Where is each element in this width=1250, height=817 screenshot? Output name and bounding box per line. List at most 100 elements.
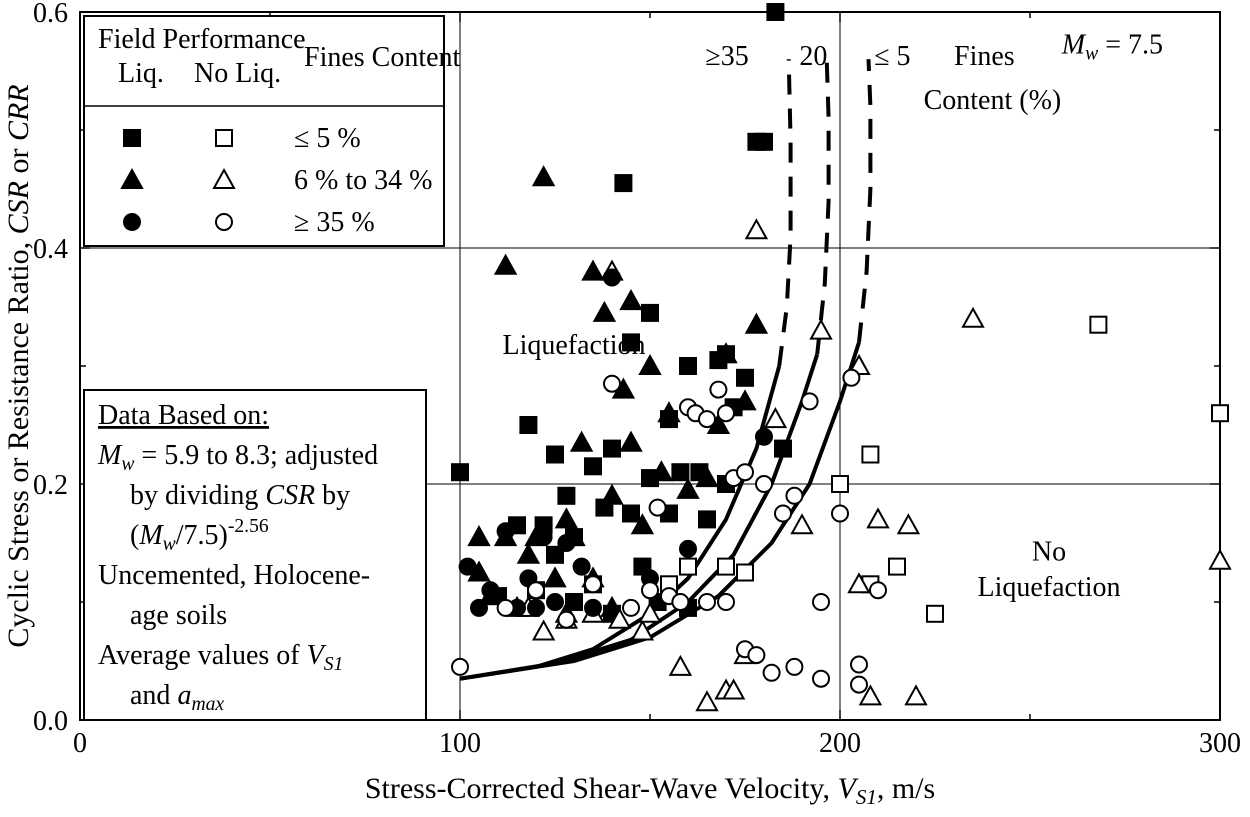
data-point-circle (699, 411, 715, 427)
data-note-line: Uncemented, Holocene- (98, 560, 370, 591)
xtick-label: 200 (819, 728, 861, 759)
legend-col-fines: Fines Content (304, 42, 461, 73)
data-point-triangle (906, 686, 926, 704)
data-point-square (680, 559, 696, 575)
curve-label-35: ≥35 (705, 41, 748, 72)
ytick-label: 0.0 (33, 706, 68, 737)
data-point-square (1090, 317, 1106, 333)
data-point-circle (843, 370, 859, 386)
data-point-circle (528, 600, 544, 616)
data-point-circle (650, 500, 666, 516)
data-point-circle (710, 382, 726, 398)
data-point-circle (775, 506, 791, 522)
data-point-circle (482, 582, 498, 598)
data-point-square (680, 358, 696, 374)
data-point-circle (786, 659, 802, 675)
ytick-label: 0.4 (33, 234, 68, 265)
data-point-circle (813, 671, 829, 687)
data-point-triangle (469, 527, 489, 545)
data-point-circle (471, 600, 487, 616)
data-point-circle (718, 594, 734, 610)
data-point-circle (585, 576, 601, 592)
data-point-circle (672, 594, 688, 610)
data-point-circle (623, 600, 639, 616)
data-point-triangle (746, 315, 766, 333)
data-point-circle (498, 600, 514, 616)
curve-label-5: ≤ 5 (874, 41, 910, 72)
data-point-square (558, 488, 574, 504)
data-point-triangle (621, 433, 641, 451)
data-point-square (889, 559, 905, 575)
xtick-label: 0 (73, 728, 87, 759)
data-point-triangle (518, 545, 538, 563)
data-point-circle (851, 657, 867, 673)
data-point-circle (460, 559, 476, 575)
data-point-square (672, 464, 688, 480)
liquefaction-label: Liquefaction (502, 330, 645, 361)
crr-curve-20-dash (817, 59, 828, 354)
fines-label-2: Content (%) (924, 85, 1062, 116)
data-point-square (737, 565, 753, 581)
data-point-circle (558, 612, 574, 628)
data-point-circle (756, 476, 772, 492)
data-point-circle (748, 647, 764, 663)
data-point-circle (870, 582, 886, 598)
curve-label-20: 20 (799, 41, 827, 72)
data-note-line: by dividing CSR by (130, 480, 350, 511)
data-point-triangle (697, 692, 717, 710)
data-point-triangle (963, 309, 983, 327)
legend-title: Field Performance (98, 24, 306, 55)
data-point-triangle (534, 167, 554, 185)
data-point-square (756, 134, 772, 150)
data-point-triangle (556, 509, 576, 527)
data-point-circle (452, 659, 468, 675)
data-point-triangle (545, 568, 565, 586)
data-point-circle (547, 594, 563, 610)
data-point-square (927, 606, 943, 622)
data-point-square (615, 175, 631, 191)
x-axis-label: Stress-Corrected Shear-Wave Velocity, VS… (365, 772, 935, 809)
data-point-triangle (572, 433, 592, 451)
data-point-circle (756, 429, 772, 445)
data-point-triangle (594, 303, 614, 321)
legend-row-label: ≤ 5 % (294, 123, 361, 154)
data-point-circle (566, 594, 582, 610)
data-point-square (775, 441, 791, 457)
data-point-square (718, 559, 734, 575)
data-point-triangle (868, 509, 888, 527)
data-point-square (737, 370, 753, 386)
data-point-triangle (534, 622, 554, 640)
legend-col-noliq: No Liq. (194, 58, 281, 89)
legend-row-label: ≥ 35 % (294, 207, 375, 238)
data-note-line: Mw = 5.9 to 8.3; adjusted (97, 440, 378, 475)
data-point-triangle (746, 220, 766, 238)
data-point-square (832, 476, 848, 492)
data-point-square (547, 447, 563, 463)
data-point-circle (680, 541, 696, 557)
data-point-triangle (792, 515, 812, 533)
data-point-square (604, 441, 620, 457)
data-point-square (767, 4, 783, 20)
data-point-triangle (898, 515, 918, 533)
data-point-circle (574, 559, 590, 575)
ytick-label: 0.6 (33, 0, 68, 29)
data-point-triangle (678, 480, 698, 498)
data-point-triangle (583, 262, 603, 280)
data-point-triangle (1210, 551, 1230, 569)
data-point-circle (699, 594, 715, 610)
data-point-circle (832, 506, 848, 522)
legend-col-liq: Liq. (118, 58, 164, 89)
data-point-circle (604, 270, 620, 286)
data-point-square (452, 464, 468, 480)
data-point-square (699, 511, 715, 527)
ytick-label: 0.2 (33, 470, 68, 501)
data-point-square (585, 458, 601, 474)
data-point-circle (718, 405, 734, 421)
data-note-line: age soils (130, 600, 227, 631)
data-point-circle (851, 677, 867, 693)
data-point-triangle (496, 256, 516, 274)
data-point-triangle (602, 486, 622, 504)
data-point-circle (786, 488, 802, 504)
chart-svg: 01002003000.00.20.40.6Stress-Corrected S… (0, 0, 1250, 817)
data-point-circle (498, 523, 514, 539)
